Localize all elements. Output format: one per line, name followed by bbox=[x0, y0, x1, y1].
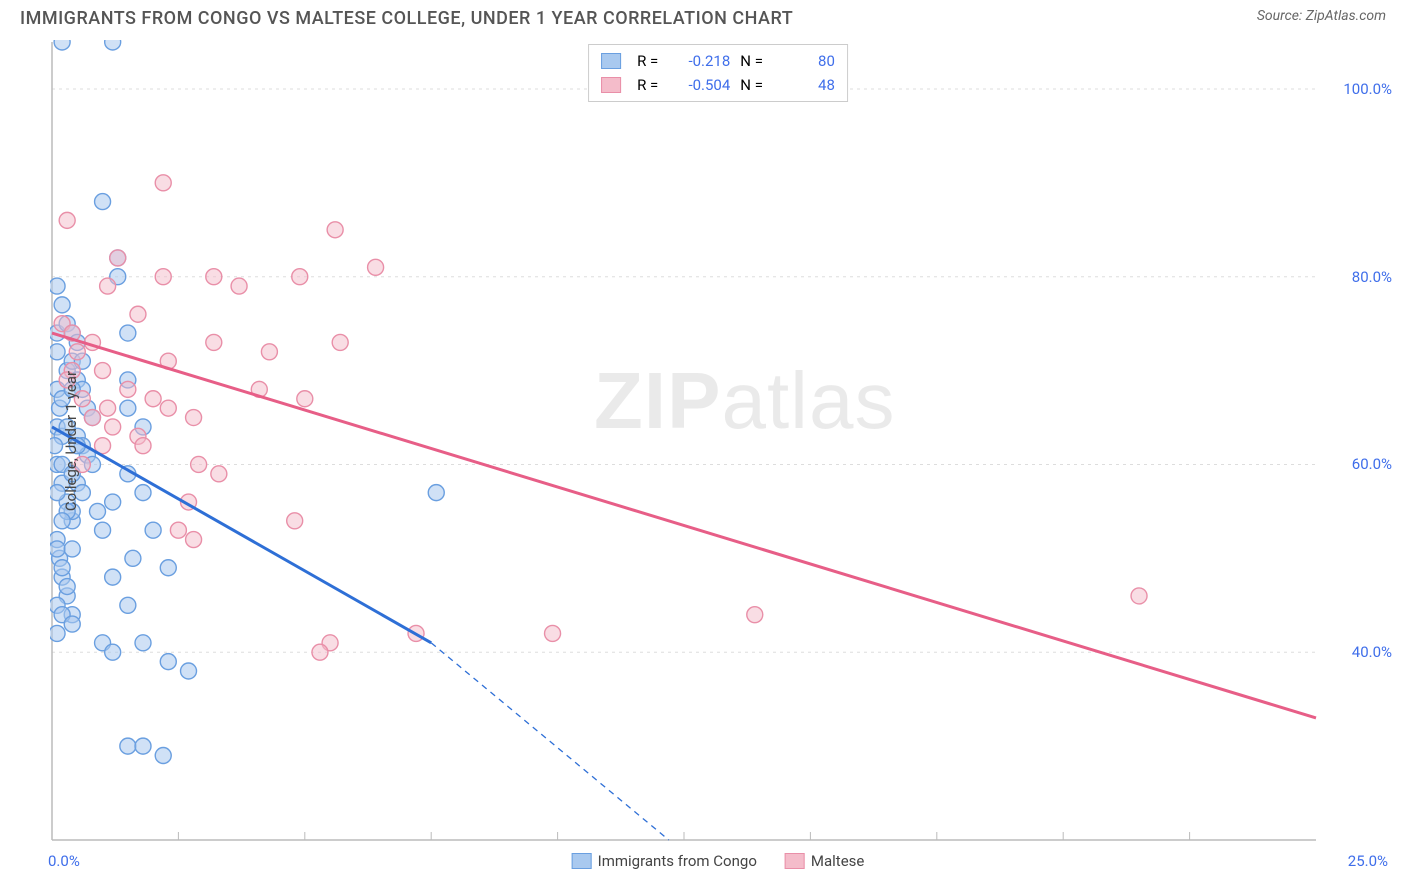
chart-title: IMMIGRANTS FROM CONGO VS MALTESE COLLEGE… bbox=[20, 8, 793, 29]
correlation-legend: R = -0.218 N = 80 R = -0.504 N = 48 bbox=[588, 44, 848, 102]
r-label-a: R = bbox=[637, 49, 658, 73]
legend-swatch-b2 bbox=[785, 853, 805, 869]
r-value-b: -0.504 bbox=[668, 73, 730, 97]
legend-swatch-a bbox=[601, 53, 621, 69]
legend-row-b: R = -0.504 N = 48 bbox=[601, 73, 835, 97]
y-tick-label: 40.0% bbox=[1352, 643, 1392, 661]
series-legend: Immigrants from Congo Maltese bbox=[572, 852, 865, 870]
y-axis-label: College, Under 1 year bbox=[62, 371, 80, 511]
legend-item-b: Maltese bbox=[785, 852, 864, 870]
n-label-b: N = bbox=[740, 73, 763, 97]
y-tick-label: 100.0% bbox=[1343, 80, 1392, 98]
source-name: ZipAtlas.com bbox=[1306, 8, 1386, 24]
source-prefix: Source: bbox=[1257, 8, 1306, 24]
n-label-a: N = bbox=[740, 49, 763, 73]
r-value-a: -0.218 bbox=[668, 49, 730, 73]
legend-swatch-a2 bbox=[572, 853, 592, 869]
legend-row-a: R = -0.218 N = 80 bbox=[601, 49, 835, 73]
y-tick-label: 80.0% bbox=[1352, 268, 1392, 286]
x-tick-min: 0.0% bbox=[48, 852, 80, 870]
chart-source: Source: ZipAtlas.com bbox=[1257, 8, 1386, 24]
chart-area: College, Under 1 year ZIPatlas R = -0.21… bbox=[50, 40, 1386, 842]
legend-item-a: Immigrants from Congo bbox=[572, 852, 757, 870]
n-value-a: 80 bbox=[773, 49, 835, 73]
legend-label-a: Immigrants from Congo bbox=[598, 852, 757, 870]
scatter-chart bbox=[50, 40, 1386, 842]
x-tick-max: 25.0% bbox=[1348, 852, 1388, 870]
y-tick-label: 60.0% bbox=[1352, 455, 1392, 473]
legend-label-b: Maltese bbox=[811, 852, 864, 870]
n-value-b: 48 bbox=[773, 73, 835, 97]
r-label-b: R = bbox=[637, 73, 658, 97]
legend-swatch-b bbox=[601, 77, 621, 93]
